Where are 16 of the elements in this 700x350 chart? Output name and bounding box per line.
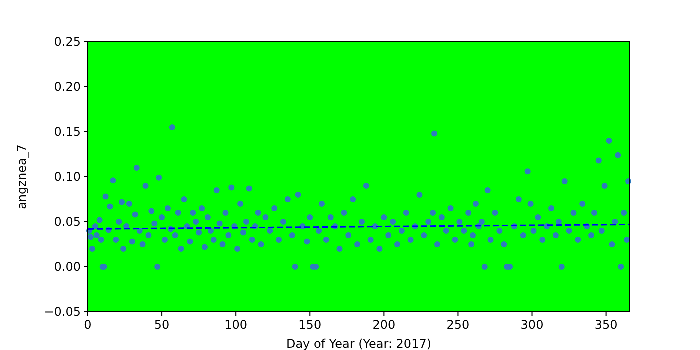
y-tick-label: 0.25 (54, 35, 81, 49)
x-tick-label: 50 (154, 318, 170, 332)
x-tick-label: 200 (372, 318, 396, 332)
y-tick-label: 0.15 (54, 125, 81, 139)
y-tick-label: −0.05 (44, 305, 81, 319)
x-tick-label: 0 (84, 318, 92, 332)
y-tick-label: 0.00 (54, 260, 81, 274)
x-tick-label: 350 (594, 318, 618, 332)
x-tick-label: 300 (520, 318, 544, 332)
y-axis-title: angznea_7 (15, 144, 29, 210)
y-tick-label: 0.10 (54, 170, 81, 184)
y-tick-label: 0.05 (54, 215, 81, 229)
x-tick-label: 250 (446, 318, 470, 332)
y-tick-label: 0.20 (54, 80, 81, 94)
x-tick-label: 150 (298, 318, 322, 332)
x-tick-label: 100 (224, 318, 248, 332)
